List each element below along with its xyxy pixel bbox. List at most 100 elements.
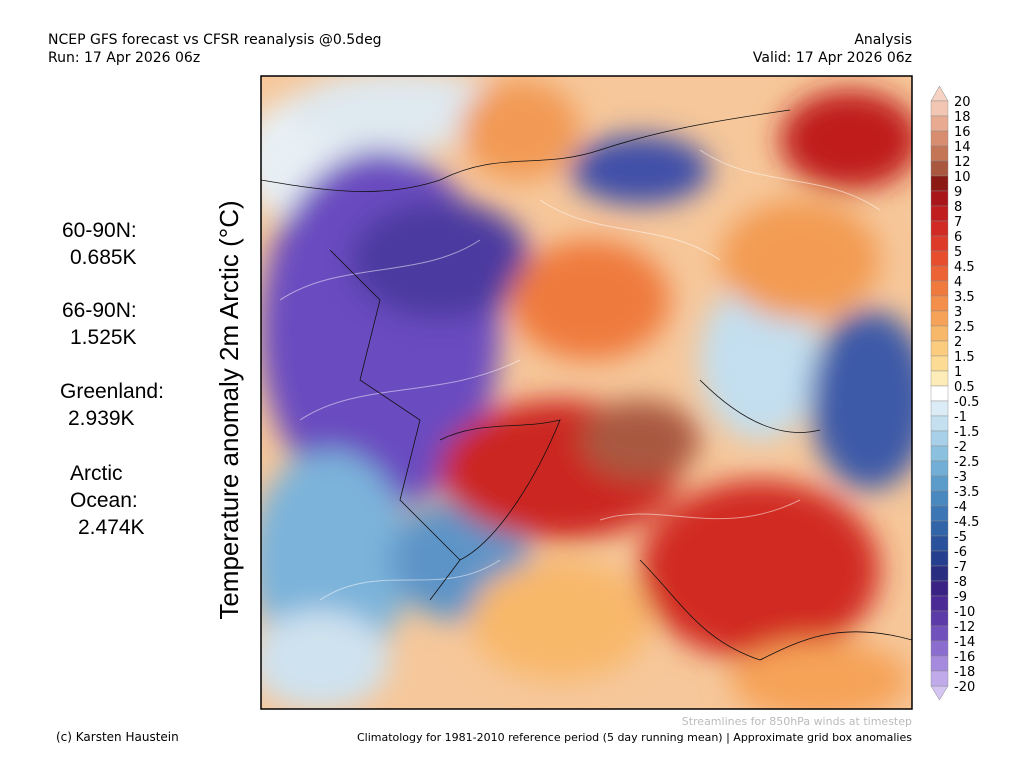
stat-label: 60-90N:	[62, 219, 137, 242]
colorbar-swatch	[930, 445, 949, 462]
colorbar-label: 4.5	[954, 260, 975, 275]
axis-label: Temperature anomaly 2m Arctic (°C)	[214, 200, 244, 619]
colorbar-swatch	[930, 400, 949, 417]
map-frame	[260, 75, 913, 710]
colorbar-swatch	[930, 205, 949, 222]
colorbar-label: 14	[954, 140, 971, 155]
colorbar-swatch	[930, 580, 949, 597]
credit: (c) Karsten Haustein	[56, 730, 179, 744]
colorbar-swatch	[930, 550, 949, 567]
colorbar-swatch	[930, 520, 949, 537]
colorbar-swatch	[930, 415, 949, 432]
colorbar-swatch	[930, 490, 949, 507]
colorbar-swatch	[930, 310, 949, 327]
colorbar-label: 3	[954, 305, 962, 320]
colorbar-label: 8	[954, 200, 962, 215]
colorbar-swatch	[930, 130, 949, 147]
stat-value: 2.474K	[78, 516, 145, 539]
colorbar-swatch	[930, 100, 949, 117]
colorbar-swatch	[930, 535, 949, 552]
streamlines-note: Streamlines for 850hPa winds at timestep	[682, 715, 912, 728]
stat-label: Ocean:	[70, 489, 138, 512]
colorbar-label: -3	[954, 470, 967, 485]
colorbar-swatch	[930, 340, 949, 357]
colorbar-swatch	[930, 250, 949, 267]
colorbar-label: 20	[954, 95, 971, 110]
colorbar-label: 2.5	[954, 320, 975, 335]
colorbar-label: -5	[954, 530, 967, 545]
colorbar-swatch	[930, 625, 949, 642]
colorbar-label: -6	[954, 545, 967, 560]
colorbar-label: 10	[954, 170, 971, 185]
colorbar-label: -1.5	[954, 425, 979, 440]
colorbar-label: -4.5	[954, 515, 979, 530]
header-left-1: NCEP GFS forecast vs CFSR reanalysis @0.…	[48, 32, 382, 48]
colorbar-label: -20	[954, 680, 975, 695]
colorbar-swatch	[930, 115, 949, 132]
colorbar-swatch	[930, 235, 949, 252]
colorbar-swatch	[930, 265, 949, 282]
colorbar-swatch	[930, 565, 949, 582]
colorbar-label: 1	[954, 365, 962, 380]
colorbar-swatch	[930, 655, 949, 672]
stat-value: 2.939K	[68, 407, 135, 430]
colorbar-swatch	[930, 640, 949, 657]
colorbar-label: -2.5	[954, 455, 979, 470]
colorbar-label: 4	[954, 275, 962, 290]
colorbar-label: -0.5	[954, 395, 979, 410]
colorbar-swatch	[930, 460, 949, 477]
colorbar-swatch	[930, 145, 949, 162]
colorbar-label: -10	[954, 605, 975, 620]
colorbar-swatch	[930, 220, 949, 237]
colorbar-label: 7	[954, 215, 962, 230]
colorbar-swatch	[930, 385, 949, 402]
colorbar-label: -1	[954, 410, 967, 425]
colorbar-swatch	[930, 325, 949, 342]
colorbar-swatch	[930, 190, 949, 207]
colorbar-swatch	[930, 280, 949, 297]
colorbar-label: 18	[954, 110, 971, 125]
colorbar-label: -16	[954, 650, 975, 665]
colorbar-swatch	[930, 475, 949, 492]
colorbar-label: 2	[954, 335, 962, 350]
colorbar-label: -8	[954, 575, 967, 590]
colorbar-swatch	[930, 430, 949, 447]
colorbar-label: 3.5	[954, 290, 975, 305]
colorbar-swatch	[930, 595, 949, 612]
colorbar-label: 12	[954, 155, 971, 170]
map	[261, 76, 912, 709]
stat-label: Greenland:	[60, 380, 164, 403]
header-right-1: Analysis	[854, 32, 912, 48]
colorbar-label: 6	[954, 230, 962, 245]
colorbar-label: -4	[954, 500, 967, 515]
colorbar-label: -18	[954, 665, 975, 680]
colorbar-swatch	[930, 160, 949, 177]
colorbar-label: -2	[954, 440, 967, 455]
stat-value: 1.525K	[70, 326, 137, 349]
colorbar-label: 1.5	[954, 350, 975, 365]
colorbar-swatch	[930, 295, 949, 312]
colorbar-label: 5	[954, 245, 962, 260]
colorbar-label: 0.5	[954, 380, 975, 395]
colorbar: 201816141210987654.543.532.521.510.5-0.5…	[930, 85, 979, 701]
colorbar-swatch	[930, 355, 949, 372]
stat-label: 66-90N:	[62, 299, 137, 322]
colorbar-swatch	[930, 670, 949, 687]
stat-value: 0.685K	[70, 246, 137, 269]
colorbar-label: -3.5	[954, 485, 979, 500]
colorbar-swatch	[930, 610, 949, 627]
colorbar-label: -14	[954, 635, 975, 650]
colorbar-label: 16	[954, 125, 971, 140]
colorbar-swatch	[930, 505, 949, 522]
stat-label: Arctic	[70, 462, 123, 485]
colorbar-swatch	[930, 175, 949, 192]
colorbar-swatch	[930, 370, 949, 387]
colorbar-label: -9	[954, 590, 967, 605]
header-left-2: Run: 17 Apr 2026 06z	[48, 50, 200, 66]
colorbar-label: -7	[954, 560, 967, 575]
colorbar-label: -12	[954, 620, 975, 635]
header-right-2: Valid: 17 Apr 2026 06z	[753, 50, 912, 66]
climatology-note: Climatology for 1981-2010 reference peri…	[357, 731, 912, 744]
colorbar-label: 9	[954, 185, 962, 200]
